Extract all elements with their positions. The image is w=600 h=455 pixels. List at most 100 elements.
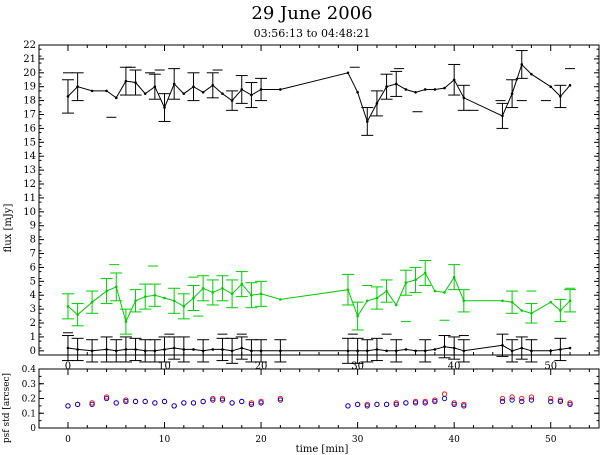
error-bar bbox=[119, 336, 132, 363]
data-point bbox=[385, 349, 388, 353]
data-point bbox=[113, 400, 119, 406]
error-bar bbox=[119, 308, 132, 335]
data-point bbox=[74, 401, 81, 408]
data-point bbox=[519, 395, 525, 402]
series-line bbox=[67, 344, 571, 352]
series-0 bbox=[65, 391, 573, 409]
data-point bbox=[152, 400, 158, 406]
data-point bbox=[548, 395, 554, 402]
data-point bbox=[568, 346, 572, 350]
y-tick-label: 11 bbox=[23, 193, 36, 204]
error-bar bbox=[370, 337, 383, 362]
y-tick-label: 18 bbox=[23, 96, 36, 107]
chart-subtitle: 03:56:13 to 04:48:21 bbox=[254, 27, 371, 40]
y-tick-label: 12 bbox=[23, 179, 36, 190]
data-point bbox=[404, 348, 408, 351]
data-point bbox=[501, 299, 504, 303]
data-point bbox=[499, 398, 506, 405]
y-tick-label: 20 bbox=[23, 68, 36, 79]
data-point bbox=[143, 92, 147, 95]
error-bar bbox=[370, 286, 383, 310]
error-bar bbox=[419, 339, 432, 363]
y-tick-label: 14 bbox=[23, 151, 36, 162]
error-bar bbox=[448, 264, 461, 291]
y-tick-label: 9 bbox=[30, 221, 36, 232]
data-point bbox=[211, 348, 215, 351]
error-bar bbox=[129, 337, 142, 362]
error-bar bbox=[61, 79, 74, 114]
data-point bbox=[219, 397, 226, 403]
data-point bbox=[123, 398, 129, 405]
data-point bbox=[258, 400, 264, 406]
data-point bbox=[423, 88, 427, 91]
data-point bbox=[528, 394, 535, 400]
error-bar bbox=[129, 289, 142, 313]
error-bar bbox=[235, 75, 248, 104]
series-0 bbox=[61, 50, 576, 136]
error-bar bbox=[71, 337, 84, 362]
data-point bbox=[432, 398, 438, 405]
error-bar bbox=[168, 336, 181, 360]
y-tick-label: 16 bbox=[23, 123, 36, 134]
y-tick-label: 6 bbox=[30, 262, 36, 273]
error-bar bbox=[409, 266, 422, 293]
error-bar bbox=[496, 102, 509, 129]
data-point bbox=[433, 348, 437, 351]
data-point bbox=[549, 300, 553, 304]
error-bar bbox=[457, 84, 470, 111]
error-bar bbox=[255, 339, 268, 363]
error-bar bbox=[187, 284, 200, 312]
y-tick-label: 0.3 bbox=[22, 380, 37, 390]
error-bar bbox=[515, 50, 528, 79]
data-point bbox=[519, 398, 525, 405]
data-point bbox=[200, 398, 206, 405]
error-bar bbox=[197, 275, 210, 302]
series-2 bbox=[61, 332, 572, 364]
error-bar bbox=[419, 259, 432, 286]
error-bar bbox=[226, 90, 239, 111]
error-bar bbox=[61, 293, 74, 320]
x-tick-label: 0 bbox=[65, 361, 71, 372]
error-bar bbox=[380, 279, 393, 303]
data-point bbox=[568, 84, 572, 87]
y-tick-label: 19 bbox=[23, 82, 36, 93]
error-bar bbox=[554, 337, 567, 362]
data-point bbox=[142, 398, 148, 405]
error-bar bbox=[496, 333, 509, 357]
data-point bbox=[364, 403, 370, 409]
data-point bbox=[374, 401, 380, 408]
error-bar bbox=[361, 107, 374, 136]
error-bar bbox=[399, 269, 412, 296]
data-point bbox=[441, 395, 448, 402]
y-tick-label: 0 bbox=[30, 424, 36, 434]
error-bar bbox=[168, 68, 181, 100]
y-tick-label: 15 bbox=[23, 137, 36, 148]
data-point bbox=[181, 400, 187, 406]
y-tick-label: 13 bbox=[23, 165, 36, 176]
error-bar bbox=[448, 336, 461, 360]
data-point bbox=[414, 349, 417, 353]
data-point bbox=[192, 348, 195, 351]
error-bar bbox=[245, 282, 258, 309]
error-bar bbox=[61, 335, 74, 362]
series-1 bbox=[61, 259, 577, 335]
error-bar bbox=[226, 337, 239, 364]
data-point bbox=[530, 72, 533, 76]
data-point bbox=[499, 395, 506, 402]
x-tick-label: 20 bbox=[255, 435, 267, 445]
data-point bbox=[345, 403, 351, 409]
error-bar bbox=[370, 90, 383, 117]
y-tick-label: 3 bbox=[30, 304, 36, 315]
data-point bbox=[433, 88, 437, 91]
error-bar bbox=[506, 339, 519, 363]
series-line bbox=[67, 63, 571, 123]
error-bar bbox=[119, 66, 132, 96]
error-bar bbox=[274, 339, 287, 363]
error-bar bbox=[515, 336, 528, 360]
error-bar bbox=[158, 93, 171, 122]
x-tick-label: 40 bbox=[448, 435, 460, 445]
y-tick-label: 2 bbox=[30, 318, 36, 329]
data-point bbox=[161, 398, 168, 405]
data-point bbox=[393, 401, 399, 408]
